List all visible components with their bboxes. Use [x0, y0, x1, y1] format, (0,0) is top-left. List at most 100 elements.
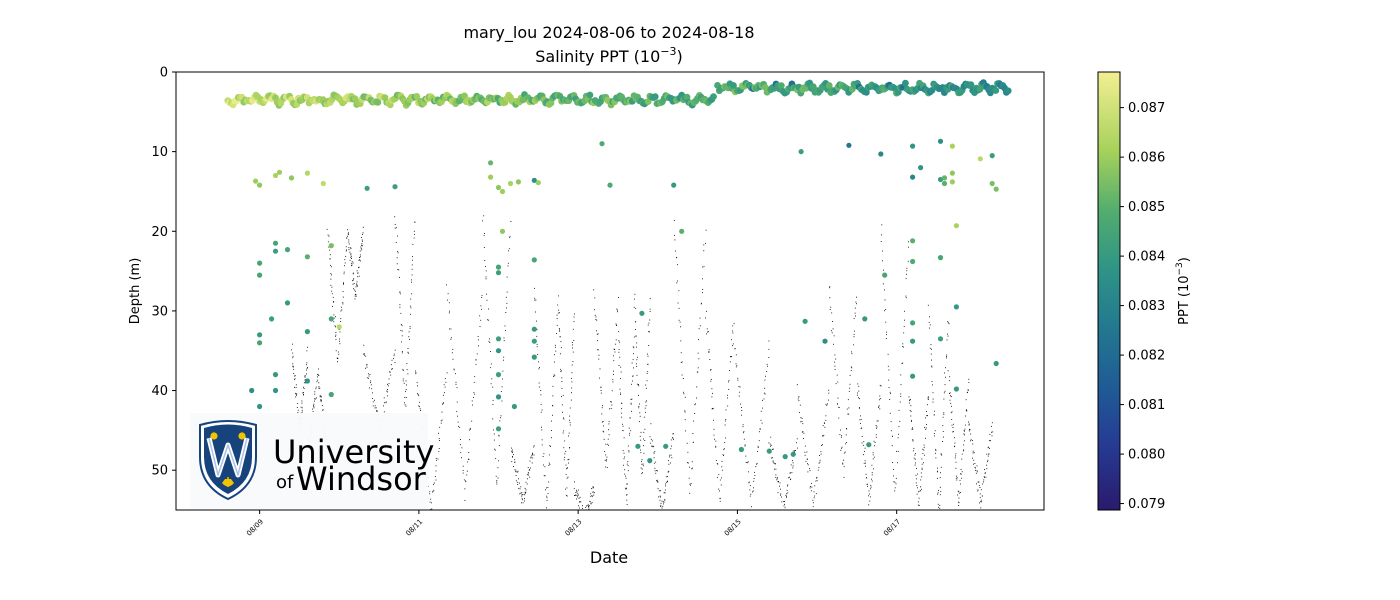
- track-dot: [630, 403, 632, 405]
- track-dot: [777, 477, 778, 479]
- track-dot: [433, 489, 435, 491]
- track-dot: [374, 407, 376, 409]
- salinity-point: [989, 180, 995, 187]
- track-dot: [411, 274, 413, 276]
- track-dot: [536, 329, 538, 330]
- track-dot: [450, 337, 452, 339]
- track-dot: [731, 356, 732, 358]
- track-dot: [334, 325, 336, 327]
- track-dot: [630, 402, 632, 404]
- track-dot: [946, 354, 948, 356]
- track-dot: [636, 383, 638, 385]
- track-dot: [603, 431, 605, 433]
- track-dot: [540, 394, 542, 396]
- track-dot: [834, 369, 836, 370]
- track-dot: [923, 462, 924, 464]
- track-dot: [555, 346, 556, 348]
- track-dot: [317, 374, 319, 376]
- track-dot: [613, 355, 614, 357]
- salinity-point: [272, 248, 279, 254]
- track-dot: [955, 461, 957, 463]
- track-dot: [938, 490, 939, 492]
- track-dot: [664, 492, 666, 494]
- track-dot: [703, 244, 705, 246]
- track-dot: [668, 460, 669, 462]
- track-dot: [898, 433, 899, 435]
- track-dot: [843, 476, 845, 478]
- track-dot: [897, 437, 899, 439]
- track-dot: [827, 403, 828, 405]
- track-dot: [825, 415, 827, 417]
- track-dot: [408, 336, 410, 338]
- track-dot: [765, 375, 766, 377]
- track-dot: [621, 416, 623, 418]
- track-dot: [558, 295, 559, 297]
- track-dot: [854, 307, 856, 309]
- track-dot: [343, 271, 345, 273]
- track-dot: [642, 463, 644, 465]
- track-dot: [592, 491, 594, 493]
- track-dot: [929, 324, 931, 326]
- track-dot: [594, 492, 595, 494]
- track-dot: [444, 386, 446, 388]
- track-dot: [409, 338, 410, 340]
- track-dot: [355, 295, 357, 297]
- track-dot: [863, 462, 865, 464]
- track-dot: [796, 442, 797, 444]
- salinity-point: [635, 443, 641, 449]
- track-dot: [678, 290, 680, 292]
- track-dot: [368, 373, 369, 375]
- track-dot: [546, 507, 547, 509]
- track-dot: [600, 390, 602, 391]
- track-dot: [358, 275, 360, 277]
- track-dot: [956, 477, 958, 479]
- track-dot: [313, 407, 315, 409]
- track-dot: [585, 506, 587, 508]
- track-dot: [975, 472, 977, 474]
- track-dot: [917, 504, 919, 506]
- track-dot: [532, 452, 533, 454]
- track-dot: [698, 358, 700, 360]
- track-dot: [628, 451, 630, 453]
- track-dot: [511, 450, 512, 452]
- track-dot: [977, 490, 979, 492]
- track-dot: [342, 291, 344, 292]
- track-dot: [954, 457, 956, 459]
- track-dot: [748, 482, 750, 484]
- track-dot: [327, 234, 329, 236]
- colorbar-tick-label: 0.086: [1128, 151, 1165, 166]
- track-dot: [417, 393, 419, 395]
- track-dot: [470, 428, 471, 430]
- track-dot: [863, 454, 864, 456]
- track-dot: [402, 380, 404, 382]
- salinity-point: [941, 175, 948, 181]
- track-dot: [976, 483, 977, 485]
- track-dot: [595, 316, 597, 318]
- track-dot: [521, 498, 523, 500]
- track-dot: [735, 363, 737, 365]
- salinity-point: [977, 156, 983, 162]
- track-dot: [362, 232, 364, 234]
- salinity-point: [910, 258, 916, 265]
- track-dot: [505, 296, 507, 298]
- track-dot: [345, 256, 347, 257]
- track-dot: [588, 504, 589, 506]
- salinity-point: [531, 354, 537, 360]
- track-dot: [826, 404, 828, 406]
- track-dot: [780, 493, 782, 495]
- track-dot: [970, 439, 972, 441]
- track-dot: [538, 368, 540, 370]
- track-dot: [723, 455, 724, 456]
- track-dot: [611, 401, 612, 403]
- track-dot: [762, 399, 763, 401]
- track-dot: [391, 359, 393, 361]
- track-dot: [843, 459, 844, 461]
- track-dot: [335, 335, 336, 337]
- salinity-point: [663, 443, 669, 449]
- track-dot: [980, 489, 982, 491]
- track-dot: [721, 466, 723, 468]
- track-dot: [543, 453, 545, 455]
- track-dot: [833, 335, 835, 337]
- track-dot: [500, 415, 502, 417]
